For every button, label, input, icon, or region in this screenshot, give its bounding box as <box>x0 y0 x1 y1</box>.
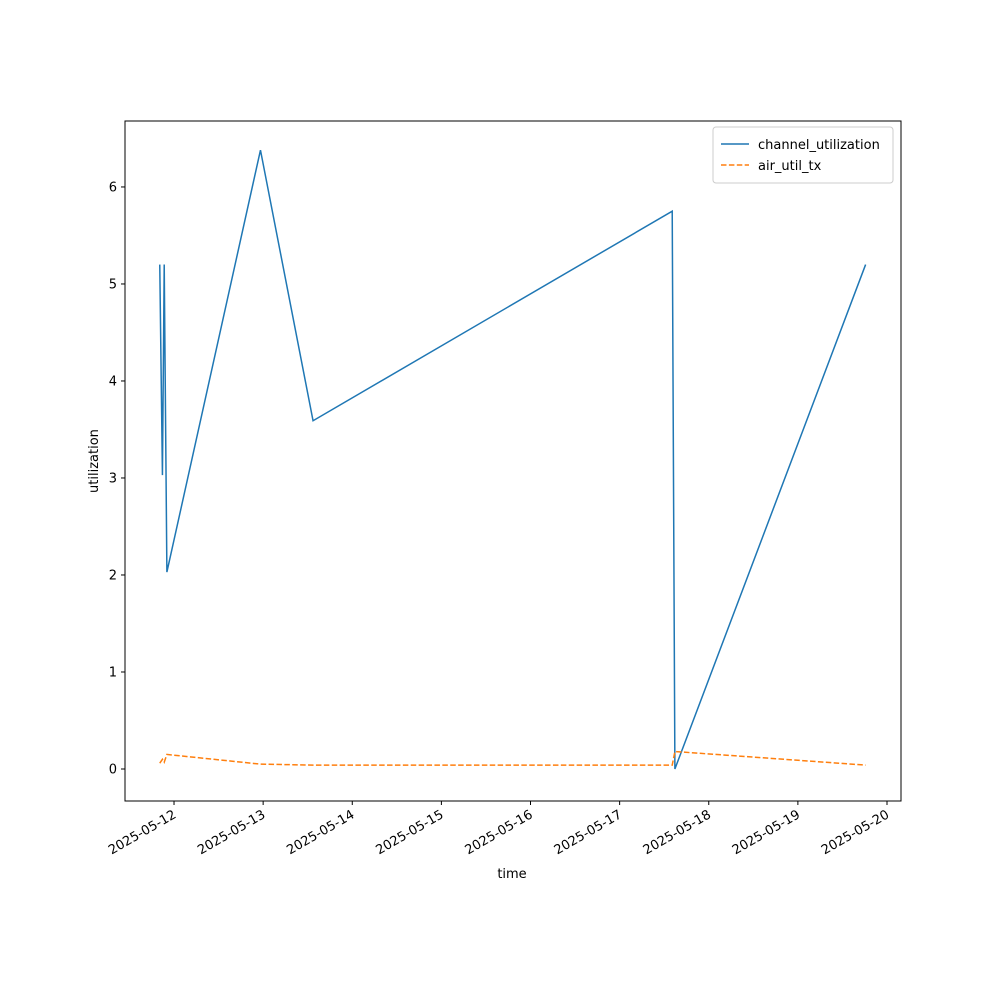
y-axis-label: utilization <box>87 429 102 493</box>
x-tick-label: 2025-05-16 <box>463 807 536 858</box>
x-tick-label: 2025-05-17 <box>552 807 625 858</box>
series-line <box>159 750 866 766</box>
series-line <box>159 149 867 770</box>
x-tick-label: 2025-05-13 <box>195 807 268 858</box>
y-tick-label: 5 <box>109 277 117 292</box>
x-tick-label: 2025-05-19 <box>730 807 803 858</box>
y-tick-label: 1 <box>109 665 117 680</box>
y-tick-label: 0 <box>109 762 117 777</box>
x-tick-label: 2025-05-14 <box>284 807 357 858</box>
y-tick-label: 6 <box>109 180 117 195</box>
plot-frame <box>124 120 902 802</box>
x-tick-label: 2025-05-20 <box>819 807 892 858</box>
y-tick-label: 2 <box>109 568 117 583</box>
y-tick-label: 3 <box>109 471 117 486</box>
y-tick-label: 4 <box>109 374 117 389</box>
x-tick-label: 2025-05-12 <box>106 807 179 858</box>
legend-label: air_util_tx <box>758 159 822 174</box>
legend-label: channel_utilization <box>758 138 880 153</box>
x-tick-label: 2025-05-15 <box>373 807 446 858</box>
x-axis-label: time <box>497 867 526 882</box>
x-tick-label: 2025-05-18 <box>641 807 714 858</box>
legend-box <box>712 126 894 184</box>
